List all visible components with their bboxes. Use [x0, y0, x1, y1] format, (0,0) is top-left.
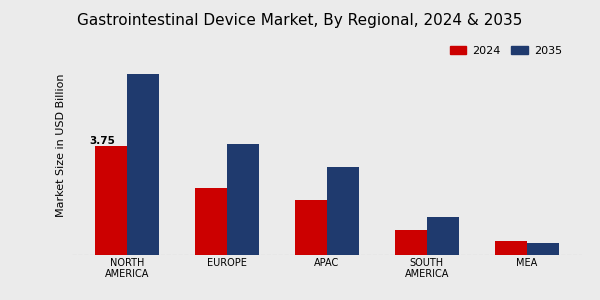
Bar	[95, 146, 127, 255]
Text: Gastrointestinal Device Market, By Regional, 2024 & 2035: Gastrointestinal Device Market, By Regio…	[77, 13, 523, 28]
Bar	[127, 74, 159, 255]
Bar	[227, 144, 259, 255]
Legend: 2024, 2035: 2024, 2035	[445, 42, 566, 60]
Text: 3.75: 3.75	[89, 136, 115, 146]
Bar	[495, 241, 527, 255]
Bar	[327, 167, 359, 255]
Bar	[527, 243, 559, 255]
Bar	[395, 230, 427, 255]
Bar	[427, 217, 459, 255]
Bar	[195, 188, 227, 255]
Bar	[295, 200, 327, 255]
Y-axis label: Market Size in USD Billion: Market Size in USD Billion	[56, 74, 67, 217]
